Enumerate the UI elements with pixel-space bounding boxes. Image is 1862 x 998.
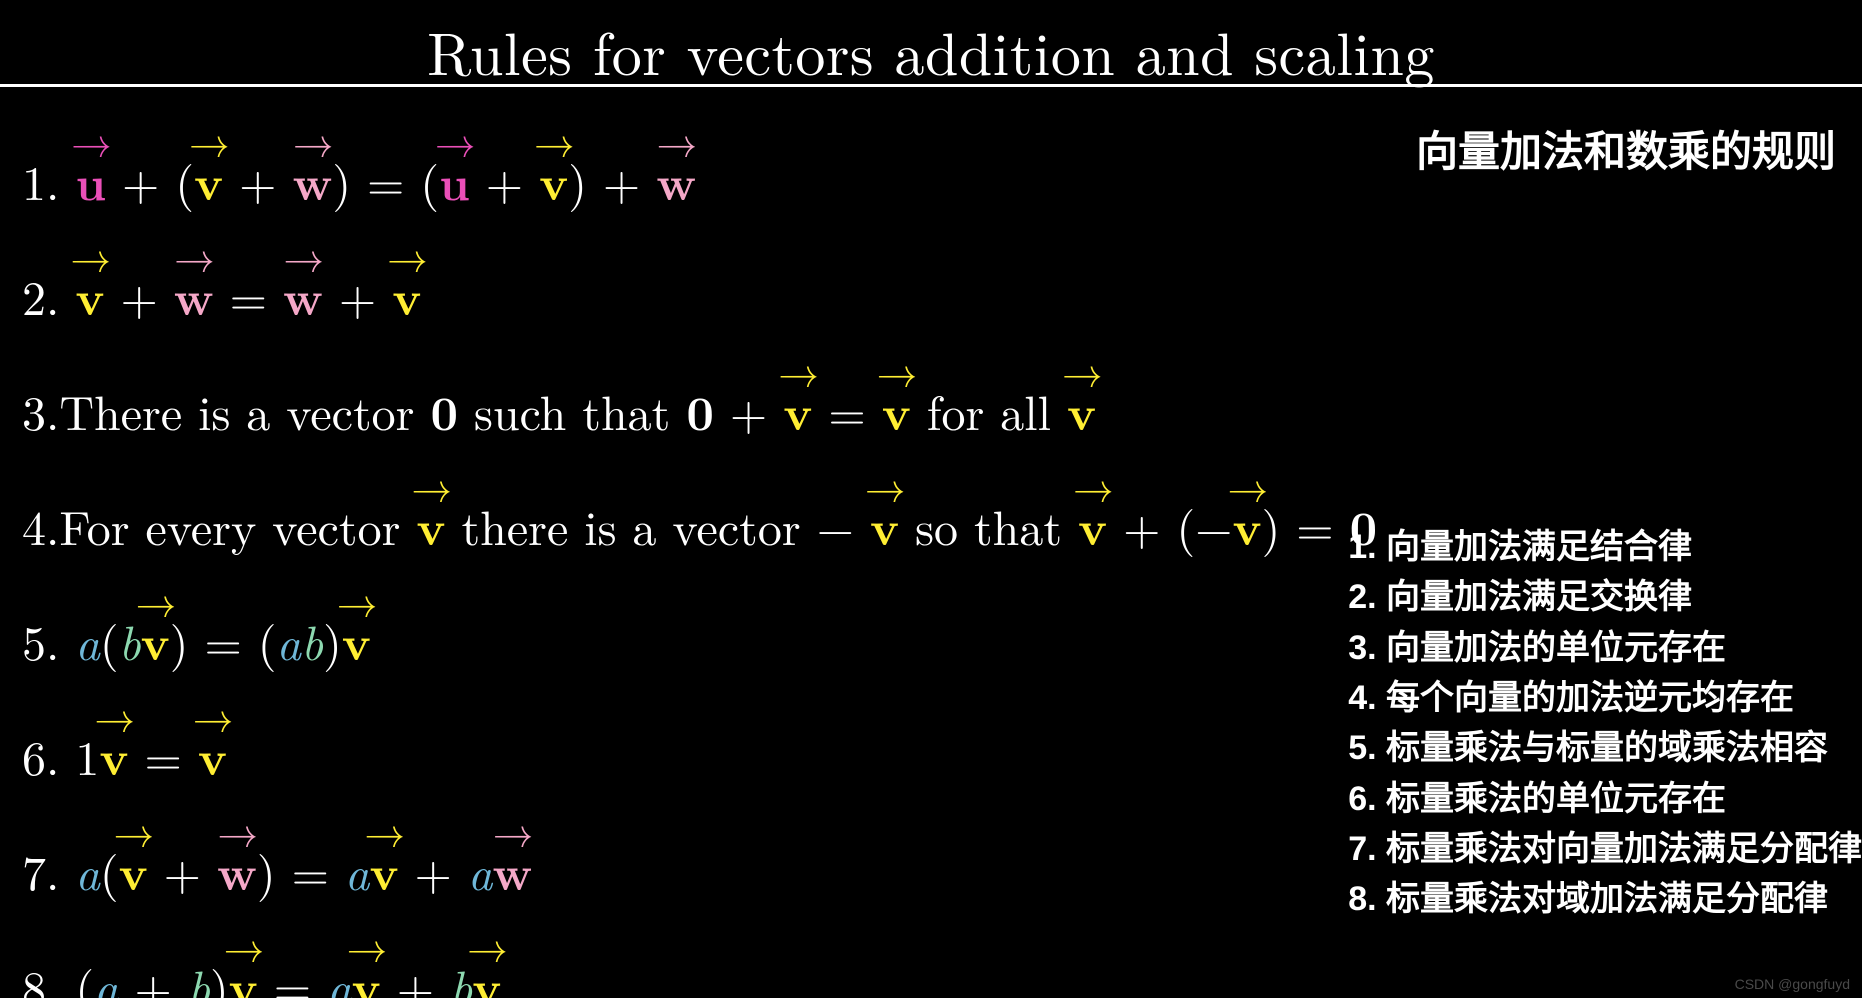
scalar-a: a [75, 606, 100, 674]
rule-6-num: 6. [22, 721, 59, 789]
cn-rule-1: 1. 向量加法满足结合律 [1348, 522, 1862, 572]
vec-arrow: → [865, 465, 906, 506]
vec-arrow: → [493, 810, 534, 851]
rule-1-num: 1. [22, 146, 59, 214]
scalar-b: b [301, 606, 323, 674]
vec-arrow: → [657, 120, 698, 161]
watermark: CSDN @gongfuyd [1735, 976, 1850, 992]
vec-v: →v [229, 952, 258, 998]
vec-arrow: → [94, 695, 135, 736]
vec-v: →v [99, 722, 128, 790]
cn-rule-3: 3. 向量加法的单位元存在 [1348, 623, 1862, 673]
rule-2: 2. →v + →w = →w + →v [22, 261, 1840, 330]
vec-v: →v [472, 952, 501, 998]
vec-arrow: → [347, 925, 388, 966]
scalar-b: b [188, 951, 210, 998]
vec-v: →v [783, 377, 812, 445]
vec-w: →w [292, 147, 332, 215]
rule-4-num: 4. [22, 491, 59, 559]
vec-v: →v [352, 952, 381, 998]
rule-3-text-a: There is a vector [59, 376, 430, 444]
slide: Rules for vectors addition and scaling 向… [0, 0, 1862, 998]
vec-v: →v [141, 607, 170, 675]
vec-arrow: → [411, 465, 452, 506]
cn-rule-4: 4. 每个向量的加法逆元均存在 [1348, 673, 1862, 723]
vec-arrow: → [136, 580, 177, 621]
vec-v: →v [416, 492, 445, 560]
vec-arrow: → [293, 120, 334, 161]
vec-arrow: → [435, 120, 476, 161]
vec-v: →v [882, 377, 911, 445]
vec-u: →u [439, 147, 470, 215]
rule-7-num: 7. [22, 836, 59, 904]
vec-v: →v [1078, 492, 1107, 560]
vec-arrow: → [174, 235, 215, 276]
vec-v: →v [342, 607, 371, 675]
cn-rule-5: 5. 标量乘法与标量的域乘法相容 [1348, 723, 1862, 773]
vec-arrow: → [337, 580, 378, 621]
rule-1: 1. →u + (→v + →w) = (→u + →v) + →w [22, 146, 1840, 215]
vec-arrow: → [364, 810, 405, 851]
rule-4-text-b: there is a vector − [446, 491, 870, 559]
vec-v: →v [194, 147, 223, 215]
vec-v: →v [119, 837, 148, 905]
rule-5-num: 5. [22, 606, 59, 674]
cn-rule-6: 6. 标量乘法的单位元存在 [1348, 774, 1862, 824]
vec-w: →w [217, 837, 257, 905]
vec-v: →v [369, 837, 398, 905]
vec-v: →v [1067, 377, 1096, 445]
vec-v: →v [392, 262, 421, 330]
vec-arrow: → [778, 350, 819, 391]
zero-vector: 0 [686, 377, 714, 445]
vec-w: →w [656, 147, 696, 215]
cn-rule-8: 8. 标量乘法对域加法满足分配律 [1348, 874, 1862, 924]
vec-v: →v [198, 722, 227, 790]
vec-w: →w [283, 262, 323, 330]
vec-arrow: → [114, 810, 155, 851]
vec-arrow: → [70, 235, 111, 276]
vec-v: →v [75, 262, 104, 330]
vec-w: →w [492, 837, 532, 905]
rule-3-num: 3. [22, 376, 59, 444]
rule-8-num: 8. [22, 951, 59, 998]
scalar-a: a [75, 836, 100, 904]
rule-3-text-b: such that [458, 376, 686, 444]
scalar-a: a [94, 951, 119, 998]
page-title: Rules for vectors addition and scaling [0, 0, 1862, 93]
vec-arrow: → [1227, 465, 1268, 506]
vec-w: →w [174, 262, 214, 330]
vec-v: →v [1233, 492, 1262, 560]
rule-8: 8. (a + b)→v = a→v + b→v [22, 951, 1840, 998]
rule-2-num: 2. [22, 261, 59, 329]
vec-arrow: → [1073, 465, 1114, 506]
cn-rule-2: 2. 向量加法满足交换律 [1348, 572, 1862, 622]
vec-arrow: → [217, 810, 258, 851]
vec-v: →v [539, 147, 568, 215]
vec-u: →u [75, 147, 106, 215]
zero-vector: 0 [430, 377, 458, 445]
vec-arrow: → [224, 925, 265, 966]
cn-rules-list: 1. 向量加法满足结合律 2. 向量加法满足交换律 3. 向量加法的单位元存在 … [1348, 522, 1862, 925]
vec-arrow: → [877, 350, 918, 391]
title-divider [0, 84, 1862, 87]
rule-3-text-c: for all [911, 376, 1067, 444]
cn-rule-7: 7. 标量乘法对向量加法满足分配律 [1348, 824, 1862, 874]
scalar-a: a [468, 836, 493, 904]
vec-arrow: → [467, 925, 508, 966]
vec-arrow: → [189, 120, 230, 161]
vec-arrow: → [387, 235, 428, 276]
vec-arrow: → [283, 235, 324, 276]
rule-4-text-a: For every vector [59, 491, 416, 559]
rule-4-text-c: so that [899, 491, 1078, 559]
rule-3: 3.There is a vector 0 such that 0 + →v =… [22, 376, 1840, 445]
vec-arrow: → [193, 695, 234, 736]
vec-arrow: → [71, 120, 112, 161]
scalar-a: a [276, 606, 301, 674]
vec-arrow: → [1062, 350, 1103, 391]
vec-v: →v [870, 492, 899, 560]
vec-arrow: → [534, 120, 575, 161]
